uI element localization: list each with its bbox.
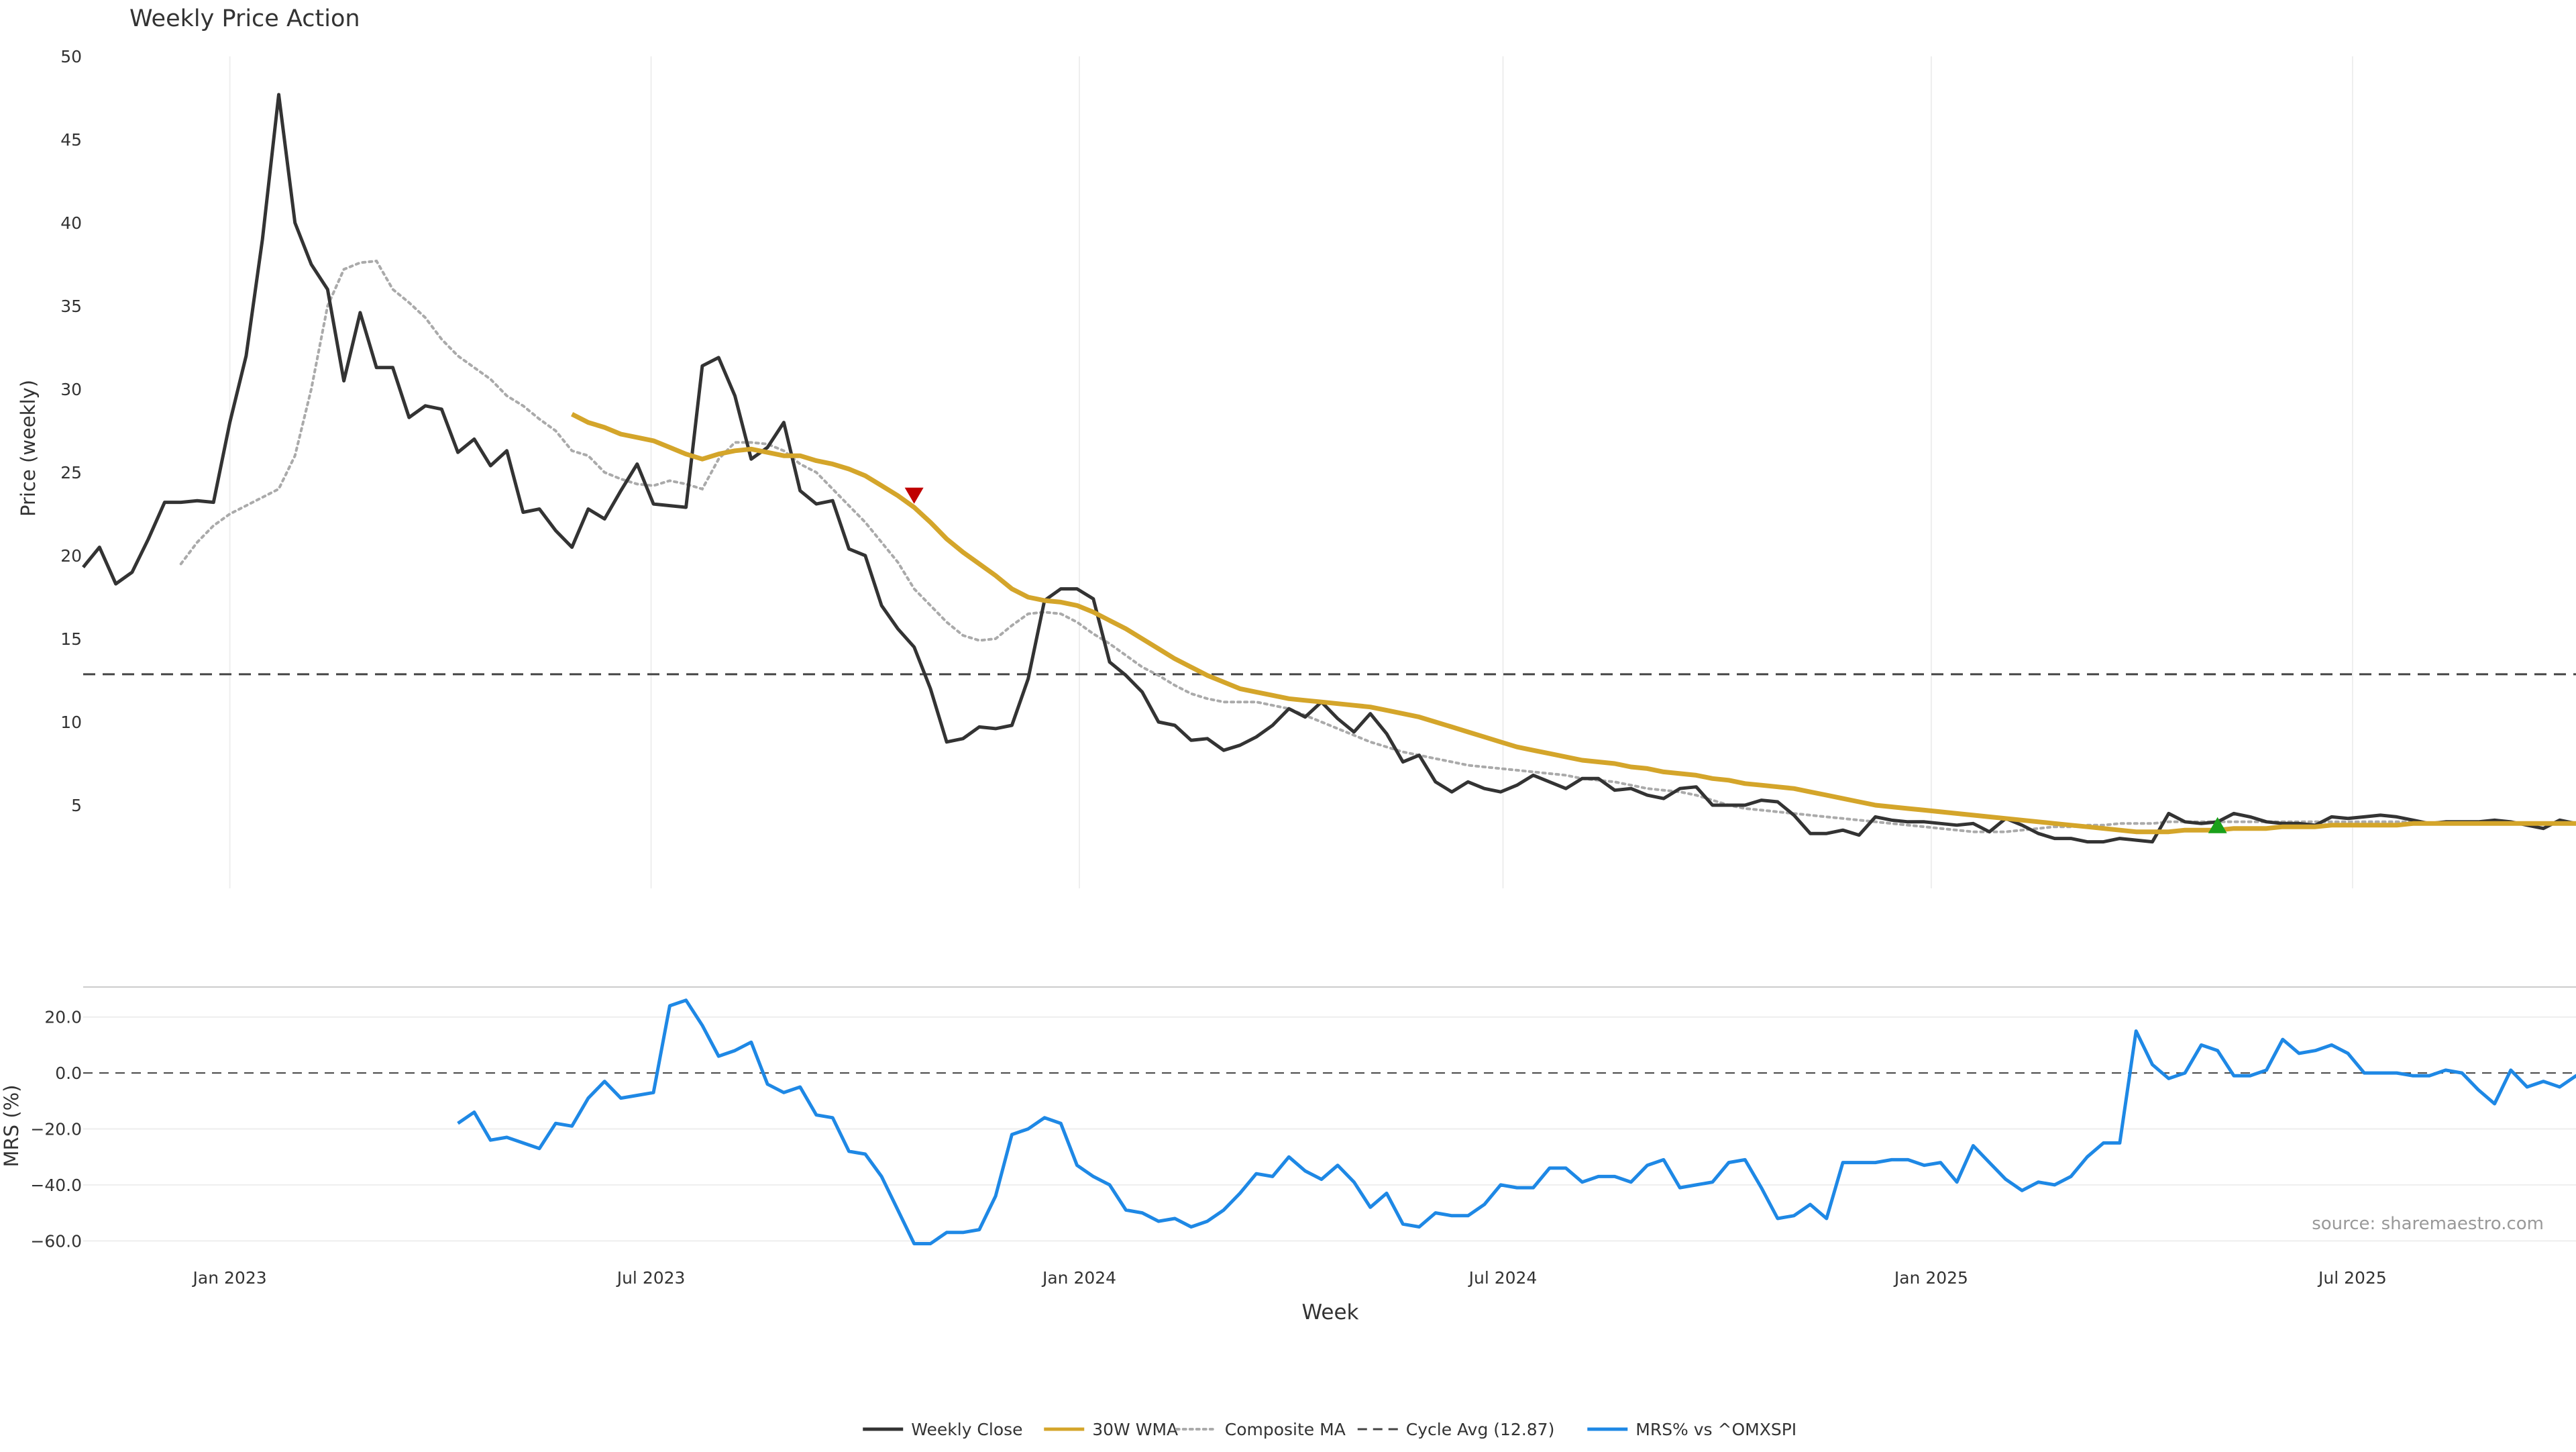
buy-signal-marker bbox=[2208, 817, 2227, 833]
price-y-ticks: 5 10 15 20 25 30 35 40 45 50 bbox=[60, 47, 82, 815]
mrs-y-tick-label: −40.0 bbox=[30, 1176, 82, 1195]
mrs-y-tick-label: 0.0 bbox=[55, 1064, 82, 1083]
price-y-tick-label: 30 bbox=[60, 380, 82, 399]
price-y-tick-label: 50 bbox=[60, 47, 82, 66]
chart-title: Weekly Price Action bbox=[129, 5, 360, 32]
source-attribution: source: sharemaestro.com bbox=[2312, 1214, 2544, 1234]
price-y-tick-label: 35 bbox=[60, 297, 82, 316]
mrs-series-group bbox=[457, 998, 2576, 1245]
price-y-tick-label: 40 bbox=[60, 213, 82, 233]
price-y-tick-label: 25 bbox=[60, 463, 82, 482]
legend-item: Weekly Close bbox=[863, 1420, 1023, 1439]
legend-label: Weekly Close bbox=[911, 1420, 1022, 1439]
wma-30w-line bbox=[571, 412, 2576, 835]
x-tick-label: Jan 2024 bbox=[1041, 1268, 1116, 1288]
x-tick-label: Jul 2024 bbox=[1468, 1268, 1538, 1288]
price-y-tick-label: 10 bbox=[60, 713, 82, 732]
price-y-tick-label: 20 bbox=[60, 546, 82, 566]
mrs-y-axis-label: MRS (%) bbox=[0, 1085, 23, 1168]
legend-item: 30W WMA bbox=[1044, 1420, 1178, 1439]
mrs-line bbox=[457, 998, 2576, 1245]
mrs-horizontal-gridlines bbox=[83, 1016, 2576, 1242]
price-y-tick-label: 15 bbox=[60, 629, 82, 649]
x-axis-ticks: Jan 2023 Jul 2023 Jan 2024 Jul 2024 Jan 2025… bbox=[192, 1268, 2387, 1288]
legend-item: Cycle Avg (12.87) bbox=[1357, 1420, 1555, 1439]
legend-label: MRS% vs ^OMXSPI bbox=[1635, 1420, 1796, 1439]
weekly-close-line bbox=[82, 93, 2576, 844]
signal-markers bbox=[904, 487, 2227, 833]
mrs-y-tick-label: −60.0 bbox=[30, 1231, 82, 1251]
legend-label: 30W WMA bbox=[1092, 1420, 1178, 1439]
composite-ma-line bbox=[179, 259, 2480, 833]
legend: Weekly Close 30W WMA Composite MA Cycle Avg… bbox=[863, 1420, 1796, 1439]
x-tick-label: Jul 2023 bbox=[616, 1268, 686, 1288]
legend-item: MRS% vs ^OMXSPI bbox=[1587, 1420, 1796, 1439]
x-tick-label: Jan 2023 bbox=[192, 1268, 267, 1288]
price-y-axis-label: Price (weekly) bbox=[17, 380, 40, 517]
legend-label: Composite MA bbox=[1225, 1420, 1346, 1439]
sell-signal-marker bbox=[904, 487, 924, 504]
x-tick-label: Jan 2025 bbox=[1893, 1268, 1968, 1288]
price-y-tick-label: 45 bbox=[60, 130, 82, 150]
price-series-group bbox=[82, 93, 2576, 844]
legend-label: Cycle Avg (12.87) bbox=[1406, 1420, 1555, 1439]
mrs-y-tick-label: −20.0 bbox=[30, 1120, 82, 1139]
x-tick-label: Jul 2025 bbox=[2317, 1268, 2387, 1288]
mrs-y-tick-label: 20.0 bbox=[44, 1008, 82, 1027]
x-axis-label: Week bbox=[1302, 1300, 1359, 1325]
mrs-y-ticks: 20.0 0.0 −20.0 −40.0 −60.0 bbox=[30, 1008, 82, 1251]
vertical-gridlines bbox=[229, 56, 2353, 888]
legend-item: Composite MA bbox=[1175, 1420, 1346, 1439]
price-y-tick-label: 5 bbox=[71, 796, 82, 815]
